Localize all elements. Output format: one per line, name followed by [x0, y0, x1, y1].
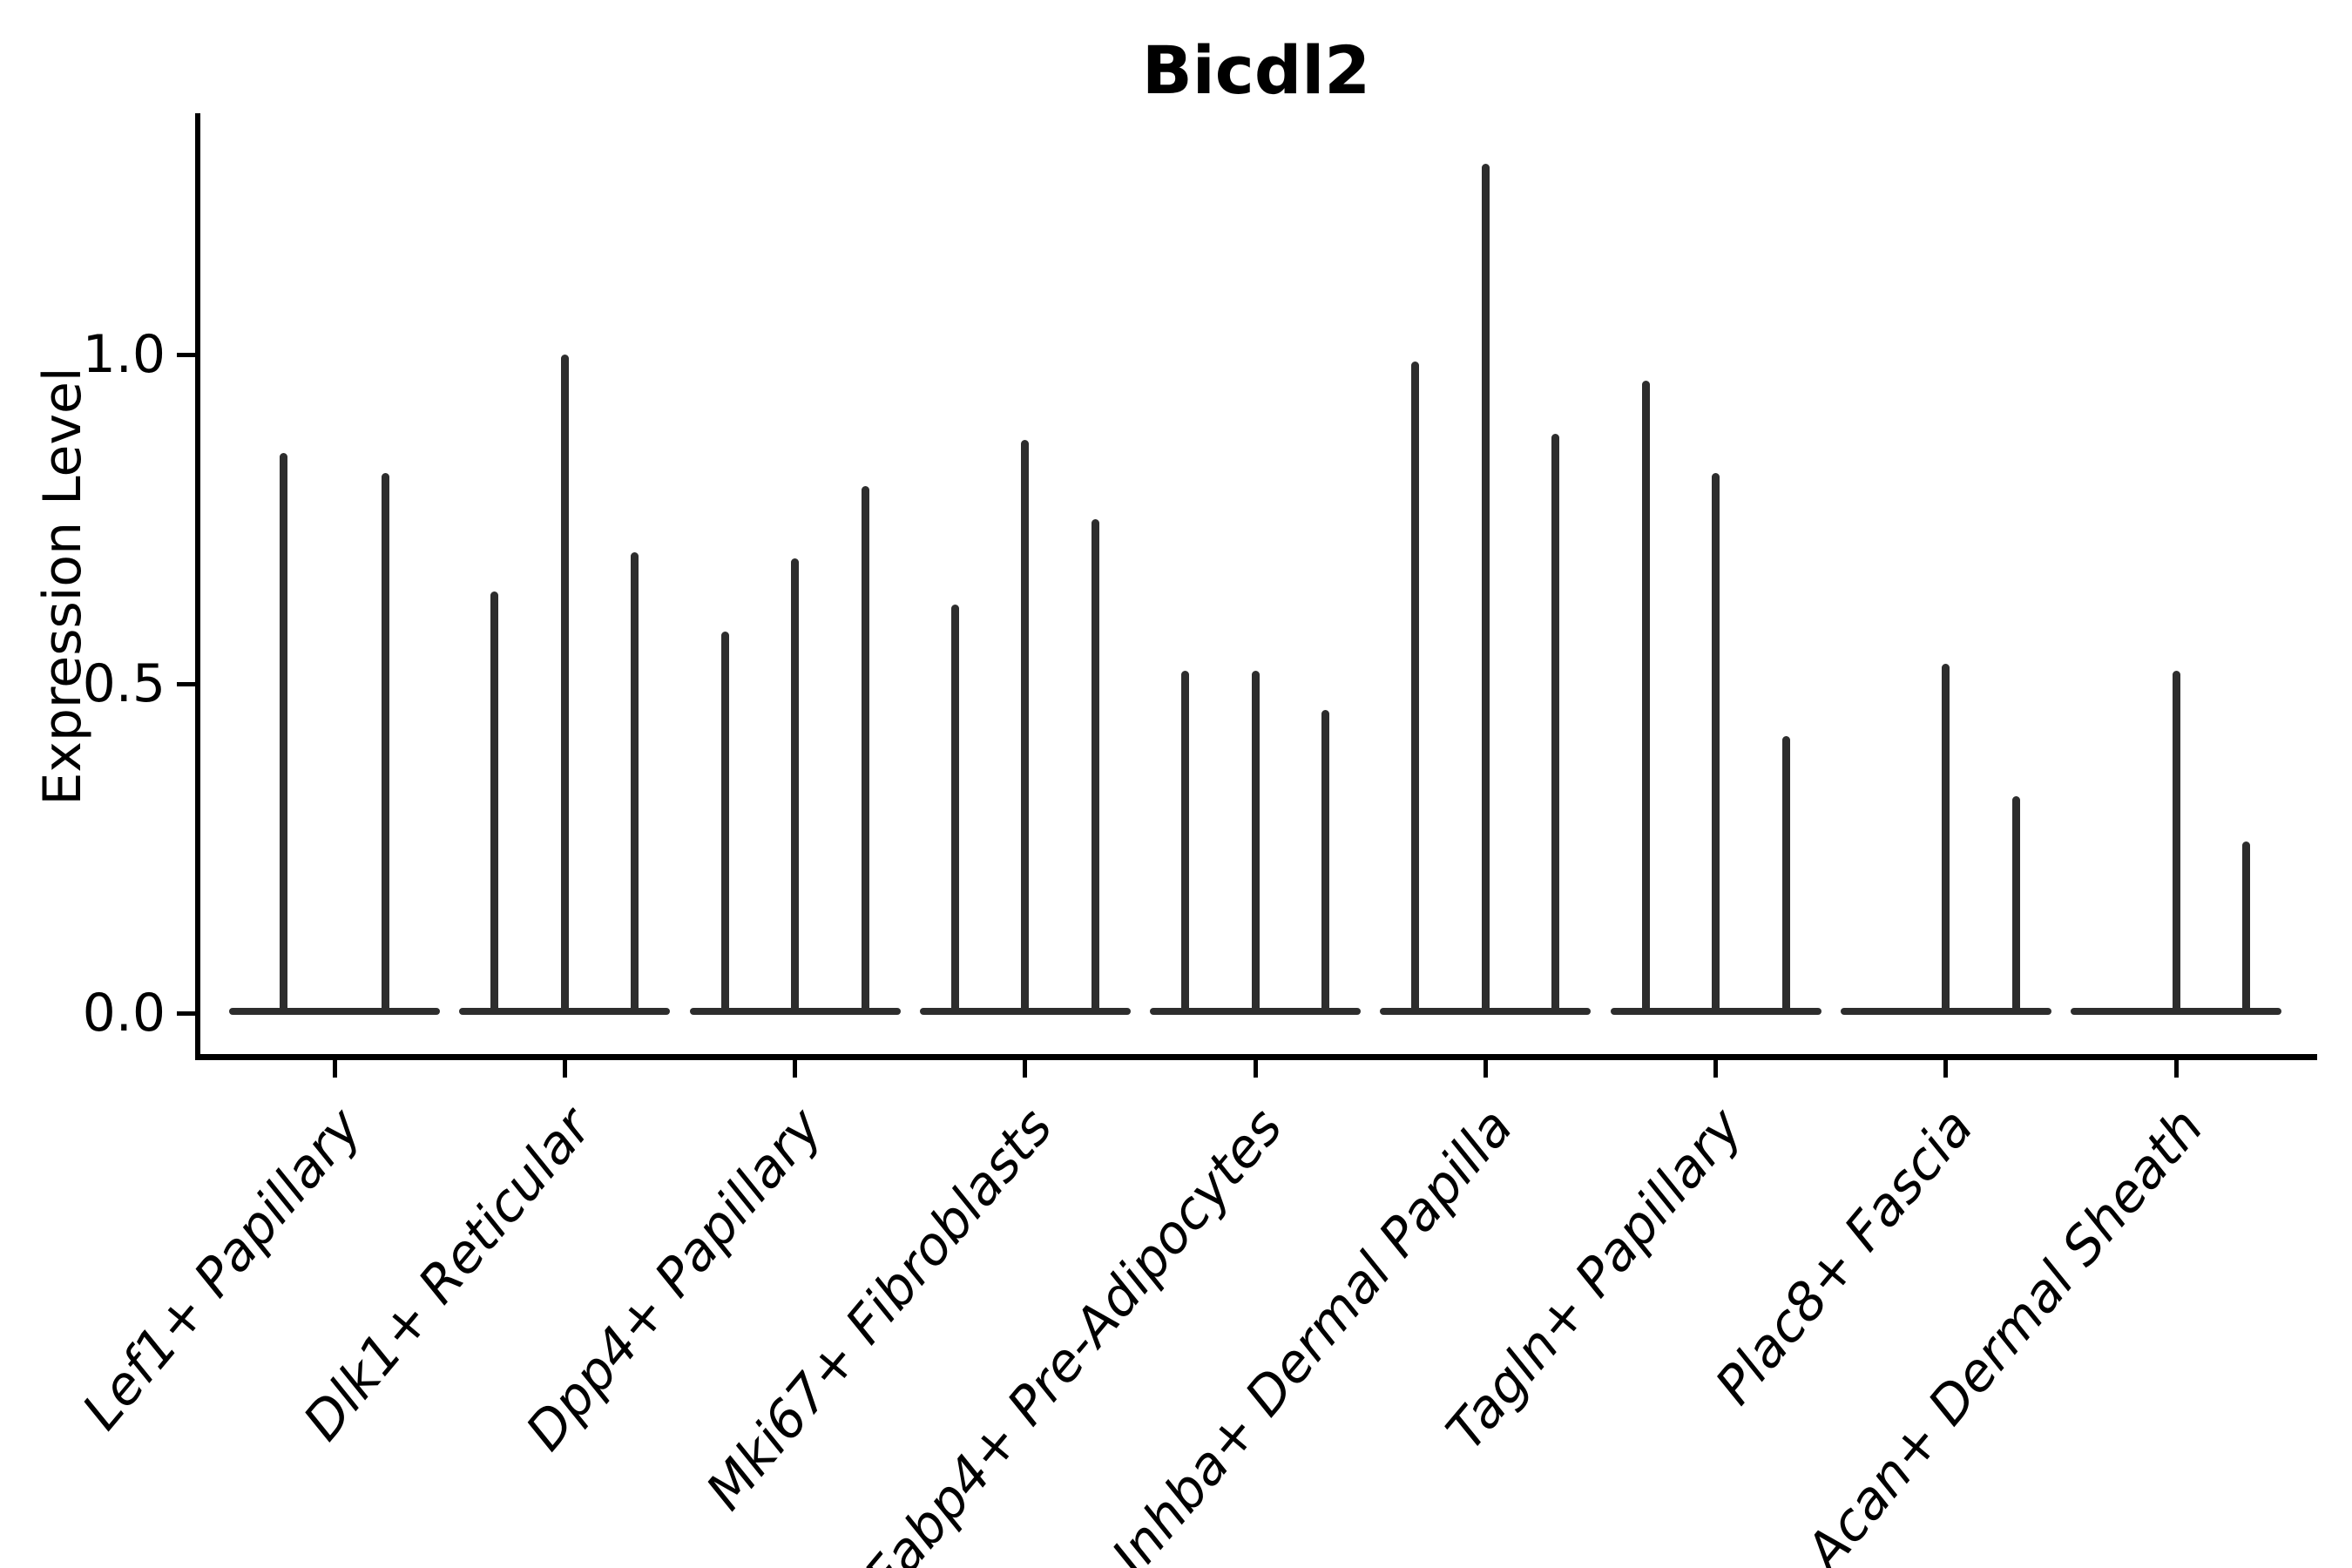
violin-spike — [490, 591, 499, 1015]
violin-spike — [560, 355, 569, 1015]
x-tick-mark — [1253, 1056, 1258, 1078]
violin-spike — [1411, 361, 1420, 1015]
violin-spike — [1942, 664, 1950, 1015]
x-tick-label: Fabp4+ Pre-Adipocytes — [852, 1097, 1294, 1568]
x-tick-mark — [2173, 1056, 2179, 1078]
x-tick-mark — [1713, 1056, 1718, 1078]
violin-spike — [280, 453, 287, 1015]
x-tick-mark — [1023, 1056, 1028, 1078]
violin-baseline — [229, 1008, 440, 1015]
violin-spike — [2011, 795, 2020, 1015]
violin-spike — [1321, 710, 1329, 1015]
y-tick-mark — [177, 353, 198, 357]
violin-spike — [791, 558, 799, 1015]
y-axis-label: Expression Level — [32, 367, 93, 806]
violin-spike — [1551, 433, 1560, 1015]
x-tick-mark — [1943, 1056, 1949, 1078]
violin-spike — [1781, 736, 1790, 1015]
y-tick-mark — [177, 1011, 198, 1016]
x-tick-label: Acan+ Dermal Sheath — [1794, 1097, 2215, 1568]
violin-spike — [1481, 163, 1490, 1015]
violin-spike — [1021, 440, 1030, 1015]
x-tick-mark — [793, 1056, 797, 1078]
violin-spike — [720, 631, 729, 1015]
y-tick-label: 0.5 — [82, 653, 166, 714]
violin-spike — [1712, 473, 1720, 1015]
x-tick-mark — [332, 1056, 337, 1078]
violin-spike — [2242, 841, 2250, 1015]
violin-spike — [1091, 519, 1099, 1015]
x-tick-mark — [562, 1056, 567, 1078]
violin-spike — [1641, 381, 1650, 1015]
y-axis-spine — [195, 113, 200, 1060]
violin-spike — [382, 473, 389, 1015]
violin-spike — [631, 551, 639, 1015]
violin-spike — [2172, 670, 2180, 1015]
y-tick-mark — [177, 682, 198, 686]
violin-spike — [861, 486, 869, 1015]
violin-spike — [950, 605, 959, 1015]
x-tick-label: Inhba+ Dermal Papilla — [1099, 1097, 1525, 1568]
violin-spike — [1251, 670, 1260, 1015]
y-tick-label: 0.0 — [82, 983, 166, 1044]
chart-title: Bicdl2 — [1141, 31, 1371, 109]
x-tick-mark — [1483, 1056, 1488, 1078]
violin-spike — [1181, 670, 1189, 1015]
y-tick-label: 1.0 — [82, 324, 166, 385]
